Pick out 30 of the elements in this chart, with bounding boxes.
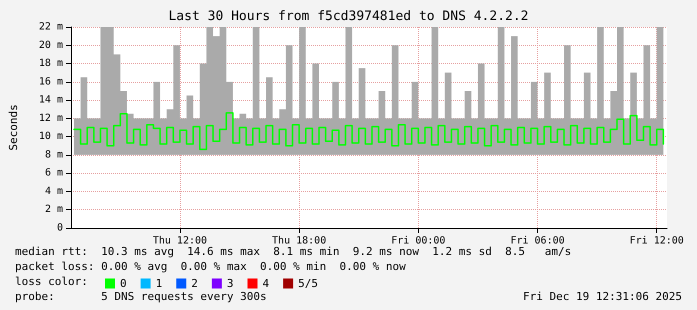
legend-label: 1 <box>156 277 162 290</box>
text: Fri Dec 19 12:31:06 2025 <box>523 290 682 303</box>
chart-title: Last 30 Hours from f5cd397481ed to DNS 4.2.2.2 <box>168 9 529 24</box>
y-tick-label: 8 m <box>44 149 63 160</box>
y-tick-label: 0 <box>56 222 63 234</box>
x-tick-label: Thu 18:00 <box>272 236 326 246</box>
text: probe: 5 DNS requests every 300s <box>15 290 267 303</box>
x-tick-label: Thu 12:00 <box>152 236 208 246</box>
y-tick-label: 22 m <box>38 22 63 32</box>
y-tick-label: 16 m <box>38 76 63 88</box>
text: packet loss: 0.00 % avg 0.00 % max 0.00 % min 0.00 % now <box>15 260 406 273</box>
x-tick-label: Fri 12:00 <box>630 236 684 246</box>
x-tick-label: Fri 00:00 <box>391 236 446 246</box>
legend-title: loss color: <box>15 275 88 288</box>
y-tick-label: 10 m <box>38 131 63 142</box>
y-tick-label: 18 m <box>38 58 63 70</box>
legend-label: 2 <box>191 277 198 290</box>
y-tick-label: 12 m <box>38 112 63 124</box>
legend-label: 5/5 <box>298 277 318 290</box>
y-tick-label: 4 m <box>44 186 63 197</box>
y-tick-label: 14 m <box>38 94 63 106</box>
y-tick-label: 6 m <box>44 168 63 179</box>
legend-label: 4 <box>262 277 270 290</box>
y-tick-label: 2 m <box>44 204 63 216</box>
y-axis-title: Seconds <box>7 104 20 151</box>
y-tick-label: 20 m <box>38 40 63 51</box>
x-tick-label: Fri 06:00 <box>510 236 565 246</box>
legend-label: 3 <box>226 277 234 290</box>
legend-label: 0 <box>120 277 127 290</box>
text: median rtt: 10.3 ms avg 14.6 ms max 8.1 ms min 9.2 ms now 1.2 ms sd 8.5 am/s <box>15 245 572 258</box>
